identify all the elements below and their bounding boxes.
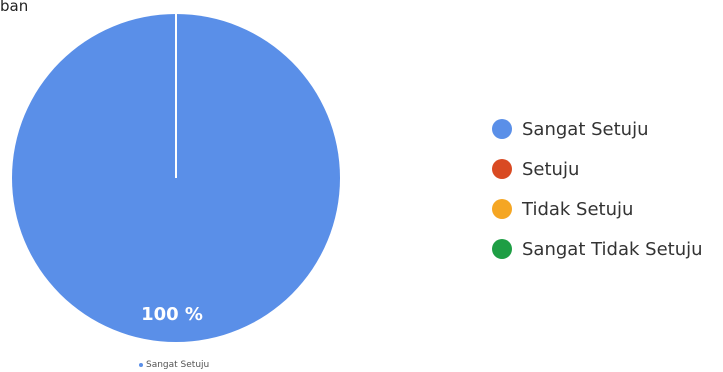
bottom-legend: Sangat Setuju — [139, 360, 209, 370]
legend-item-sangat-setuju: Sangat Setuju — [492, 116, 723, 142]
legend-item-setuju: Setuju — [492, 156, 723, 182]
legend-label-tidak-setuju: Tidak Setuju — [522, 198, 634, 220]
legend-item-tidak-setuju: Tidak Setuju — [492, 196, 723, 222]
legend-label-sangat-setuju: Sangat Setuju — [522, 118, 649, 140]
legend-label-sangat-tidak-setuju: Sangat Tidak Setuju — [522, 238, 703, 260]
legend-label-setuju: Setuju — [522, 158, 580, 180]
legend-item-sangat-tidak-setuju: Sangat Tidak Setuju — [492, 236, 723, 262]
legend-swatch-tidak-setuju — [492, 199, 512, 219]
legend-swatch-sangat-setuju — [492, 119, 512, 139]
legend-swatch-setuju — [492, 159, 512, 179]
legend-swatch-sangat-tidak-setuju — [492, 239, 512, 259]
slice-data-label: 100 % — [141, 304, 203, 325]
chart-legend: Sangat Setuju Setuju Tidak Setuju Sangat… — [492, 116, 723, 262]
bottom-legend-dot — [139, 363, 143, 367]
bottom-legend-label: Sangat Setuju — [146, 360, 210, 370]
truncated-heading: ban — [0, 0, 29, 15]
